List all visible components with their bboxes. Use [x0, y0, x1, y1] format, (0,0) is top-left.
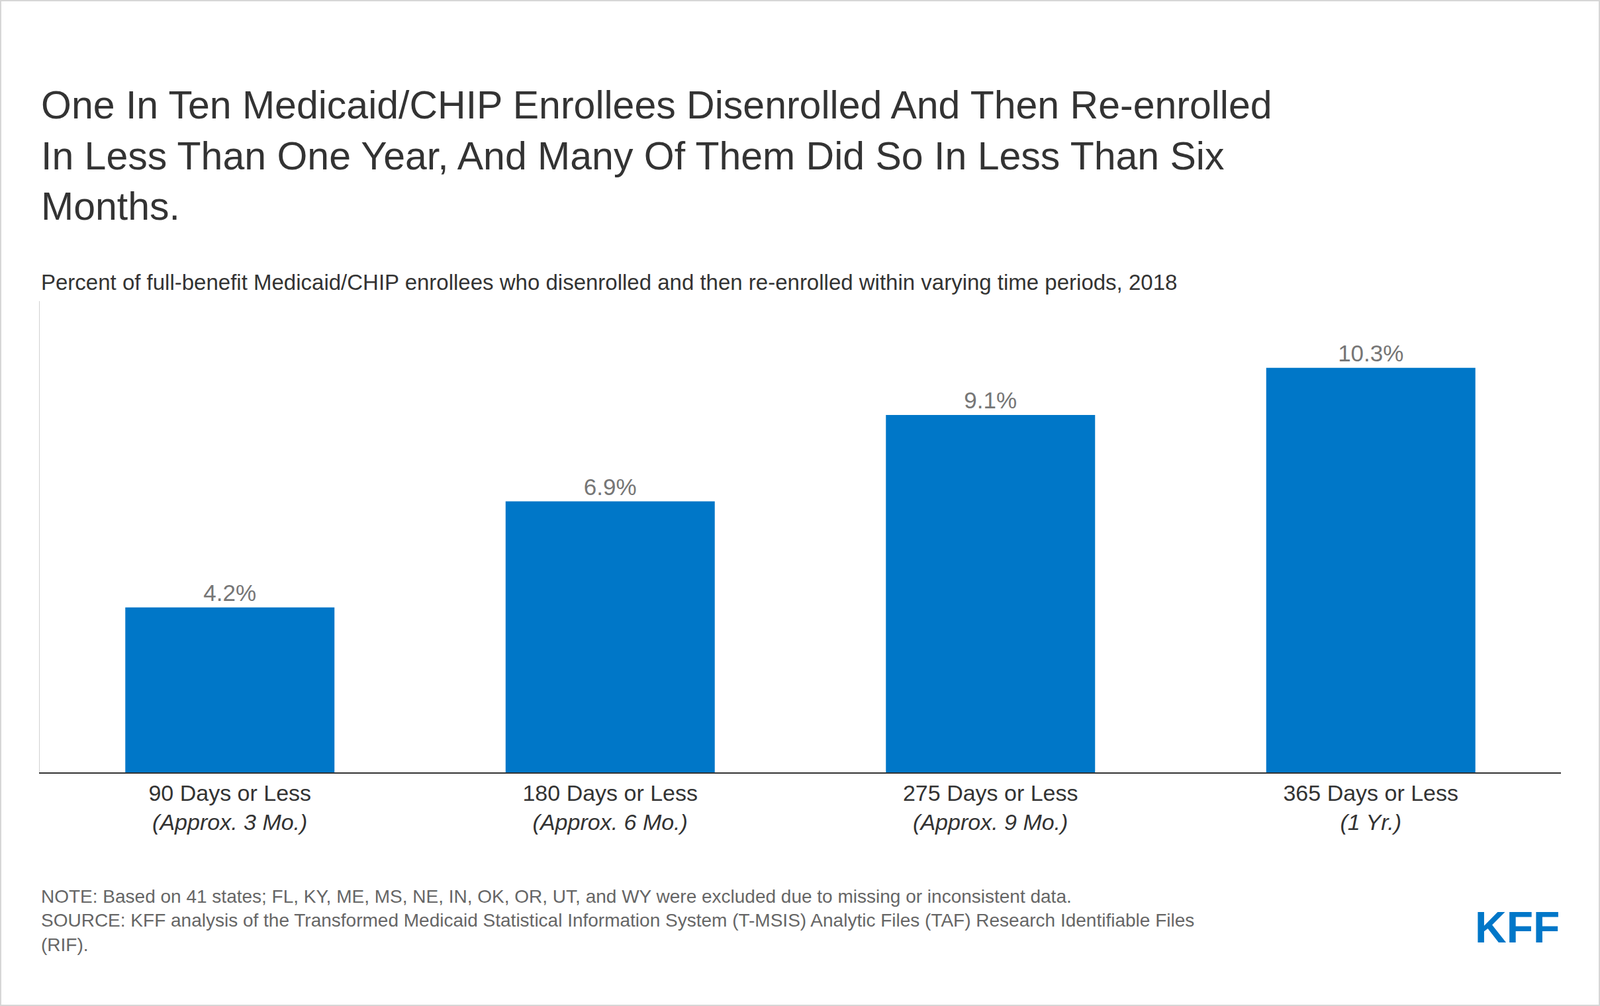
svg-text:4.2%: 4.2%: [203, 579, 257, 606]
svg-text:9.1%: 9.1%: [963, 387, 1017, 414]
svg-text:180 Days or Less(Approx. 6 Mo.: 180 Days or Less(Approx. 6 Mo.): [522, 780, 698, 835]
svg-text:90 Days or Less(Approx. 3 Mo.): 90 Days or Less(Approx. 3 Mo.): [148, 780, 312, 835]
svg-text:10.3%: 10.3%: [1337, 340, 1404, 367]
svg-text:6.9%: 6.9%: [583, 473, 637, 500]
svg-text:NOTE: Based on 41 states; FL,: NOTE: Based on 41 states; FL, KY, ME, MS…: [41, 886, 1195, 956]
svg-text:365 Days or Less(1 Yr.): 365 Days or Less(1 Yr.): [1282, 780, 1459, 835]
svg-text:275 Days or Less(Approx. 9 Mo.: 275 Days or Less(Approx. 9 Mo.): [902, 780, 1079, 835]
svg-text:KFF: KFF: [1474, 902, 1560, 952]
svg-text:Percent of full-benefit Medica: Percent of full-benefit Medicaid/CHIP en…: [41, 270, 1177, 295]
svg-text:One In Ten Medicaid/CHIP Enrol: One In Ten Medicaid/CHIP Enrollees Disen…: [41, 83, 1273, 229]
